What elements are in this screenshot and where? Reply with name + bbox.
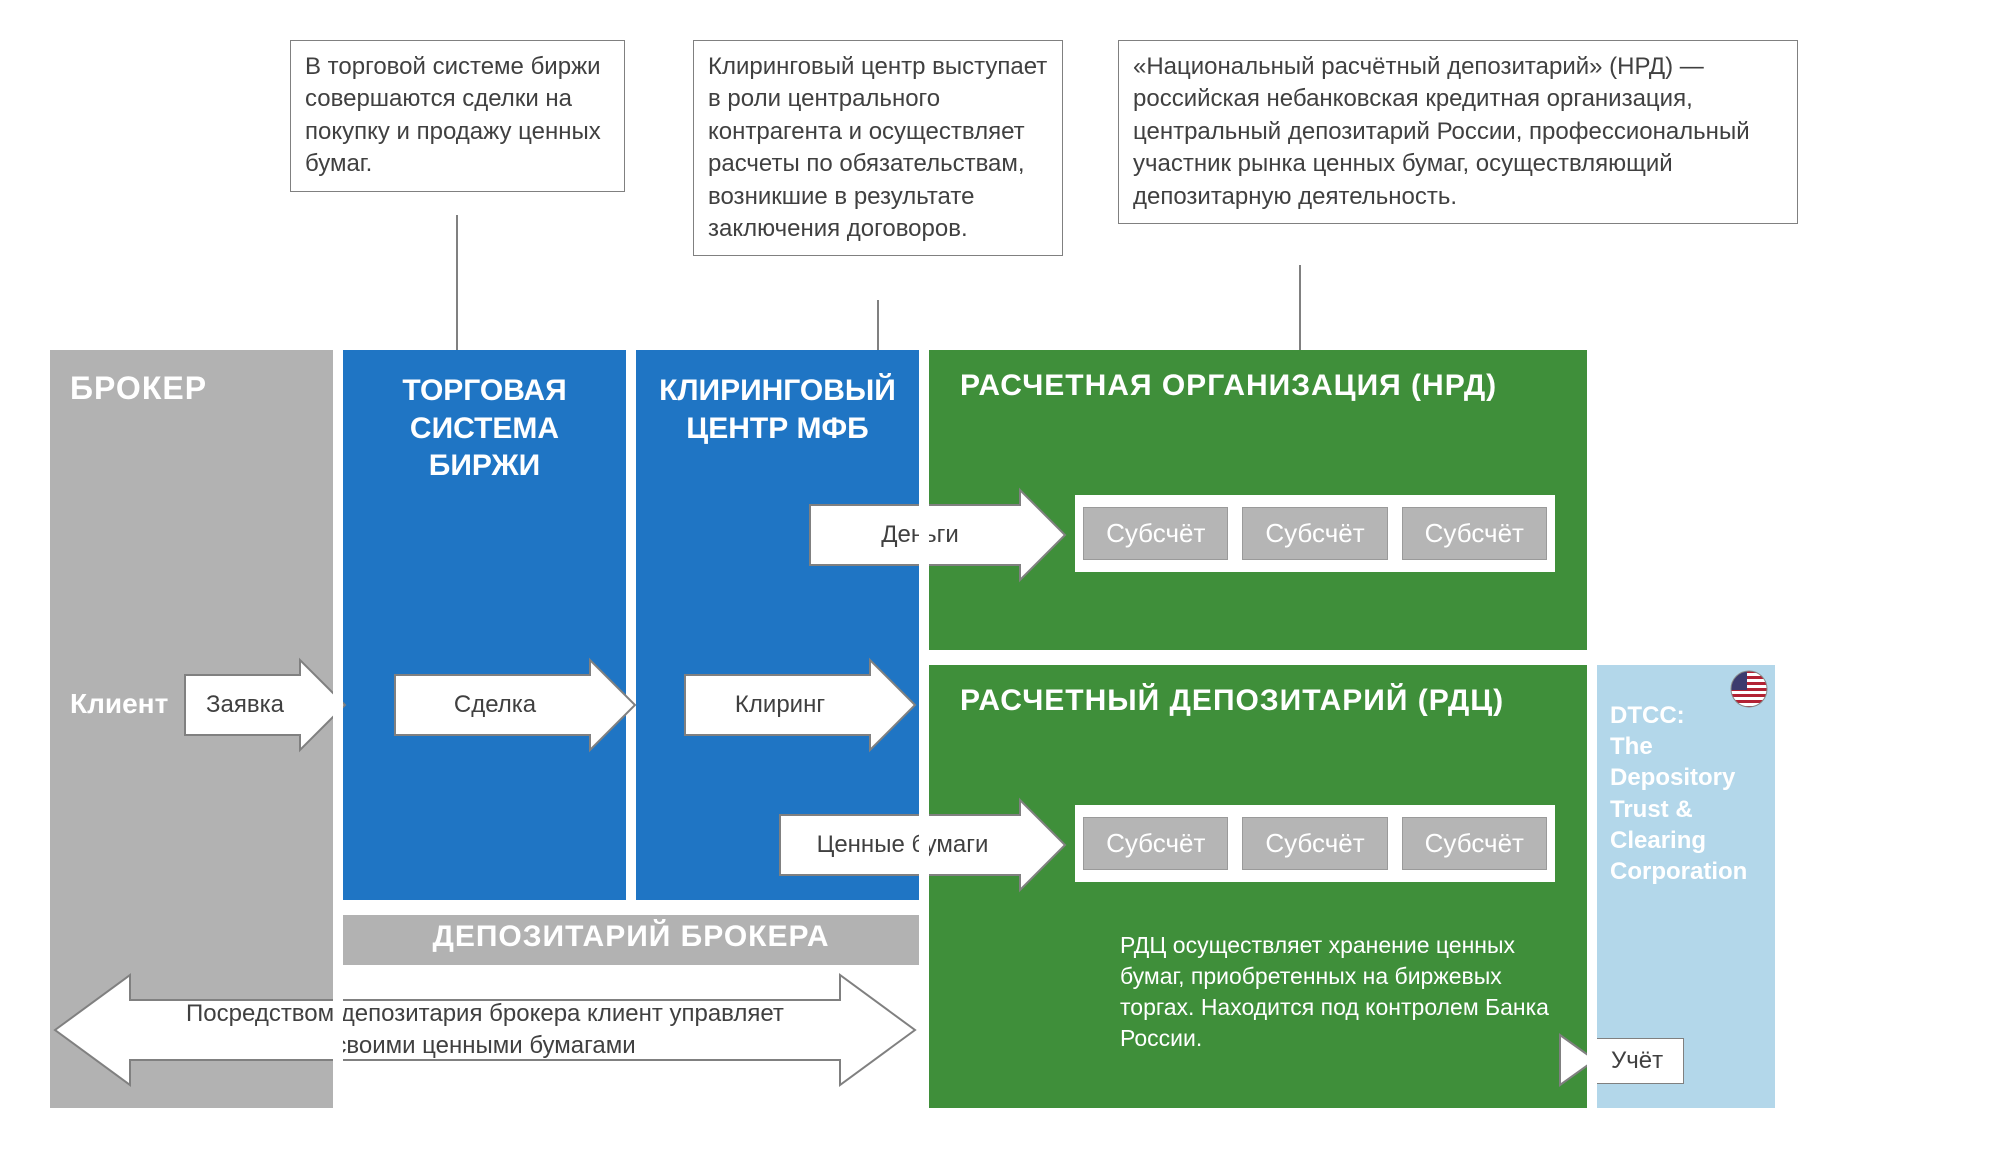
nrd-sub3: Субсчёт — [1402, 507, 1547, 560]
note-clearing: Клиринговый центр выступает в роли центр… — [693, 40, 1063, 256]
gap-blue-bottom — [343, 900, 919, 915]
rdc-title: РАСЧЕТНЫЙ ДЕПОЗИТАРИЙ (РДЦ) — [940, 670, 1580, 726]
dtcc-title: DTCC: The Depository Trust & Clearing Co… — [1610, 700, 1765, 887]
arrow-securities-label: Ценные бумаги — [795, 823, 1010, 867]
rdc-sub3: Субсчёт — [1402, 817, 1547, 870]
us-flag-icon — [1730, 670, 1768, 708]
nrd-title: РАСЧЕТНАЯ ОРГАНИЗАЦИЯ (НРД) — [940, 355, 1580, 411]
gap-green-h — [929, 650, 1587, 665]
broker-column — [50, 350, 333, 1108]
broker-title: БРОКЕР — [70, 370, 207, 407]
nrd-sub1: Субсчёт — [1083, 507, 1228, 560]
note-nrd: «Национальный расчётный депозитарий» (НР… — [1118, 40, 1798, 224]
rdc-subaccounts: Субсчёт Субсчёт Субсчёт — [1075, 805, 1555, 882]
gap-3 — [1587, 350, 1597, 1108]
note-trading: В торговой системе биржи совершаются сде… — [290, 40, 625, 192]
clearing-title: КЛИРИНГОВЫЙ ЦЕНТР МФБ — [636, 360, 919, 459]
uchet-label: Учёт — [1590, 1038, 1684, 1084]
client-label: Клиент — [70, 688, 168, 720]
blue-gap — [626, 350, 636, 900]
arrow-clearing-label: Клиринг — [695, 683, 865, 727]
rdc-sub2: Субсчёт — [1242, 817, 1387, 870]
nrd-sub2: Субсчёт — [1242, 507, 1387, 560]
trading-title: ТОРГОВАЯ СИСТЕМА БИРЖИ — [343, 360, 626, 497]
gap-2 — [919, 350, 929, 1108]
broker-depo-title: ДЕПОЗИТАРИЙ БРОКЕРА — [343, 920, 919, 954]
arrow-order-label: Заявка — [195, 683, 295, 727]
rdc-sub1: Субсчёт — [1083, 817, 1228, 870]
rdc-note: РДЦ осуществляет хранение ценных бумаг, … — [1120, 930, 1560, 1054]
arrow-deal-label: Сделка — [405, 683, 585, 727]
broker-depo-text: Посредством депозитария брокера клиент у… — [170, 998, 800, 1063]
nrd-subaccounts: Субсчёт Субсчёт Субсчёт — [1075, 495, 1555, 572]
gap-1 — [333, 350, 343, 1108]
